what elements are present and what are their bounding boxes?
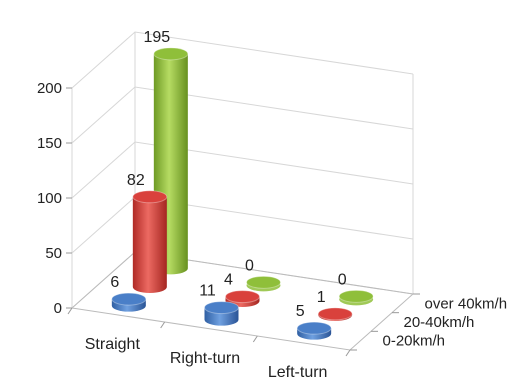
- category-label: Right-turn: [170, 350, 240, 367]
- category-labels: Straight Right-turn Left-turn: [85, 336, 328, 381]
- bar-over 40km/h-Right-turn: [246, 275, 281, 292]
- y-axis-ticks: 0 50 100 150 200: [37, 80, 62, 317]
- series-label: over 40km/h: [425, 295, 508, 312]
- gridline: [71, 196, 414, 254]
- bar-top: [204, 301, 239, 315]
- data-label: 5: [296, 303, 305, 320]
- series-label: 20-40km/h: [404, 314, 475, 331]
- gridline: [71, 86, 414, 144]
- bar-top: [338, 289, 374, 303]
- series-label: 0-20km/h: [383, 333, 446, 350]
- chart-bars: [111, 47, 374, 340]
- bar-20-40km/h-Straight: [132, 190, 168, 293]
- y-tick-label: 50: [45, 245, 62, 262]
- y-tick-label: 150: [37, 135, 62, 152]
- chart-walls: [66, 31, 420, 357]
- data-label: 195: [143, 29, 170, 46]
- bar-0-20km/h-Right-turn: [204, 301, 239, 326]
- category-tick: [345, 349, 351, 357]
- data-label: 1: [317, 289, 326, 306]
- gridline: [71, 31, 414, 89]
- category-tick: [252, 335, 258, 343]
- bar-top: [317, 307, 353, 321]
- data-label: 11: [199, 283, 216, 300]
- data-label: 6: [110, 274, 119, 291]
- category-tick: [67, 307, 73, 315]
- category-label: Left-turn: [268, 364, 328, 380]
- y-tick-label: 100: [37, 190, 62, 207]
- data-label: 4: [224, 272, 233, 289]
- data-labels: 195 0 0 82 4 1 6 11 5: [110, 29, 346, 320]
- data-label: 82: [127, 172, 145, 189]
- series-labels: 0-20km/h 20-40km/h over 40km/h: [383, 295, 508, 349]
- category-label: Straight: [85, 336, 141, 353]
- bar-top: [111, 292, 147, 306]
- bar-over 40km/h-Left-turn: [338, 289, 374, 306]
- bar-top: [246, 275, 281, 289]
- y-tick-label: 0: [54, 300, 62, 317]
- bar-top: [132, 190, 168, 204]
- bar-top: [225, 290, 260, 304]
- bar-top: [296, 321, 332, 335]
- bar-20-40km/h-Left-turn: [317, 307, 353, 321]
- data-label: 0: [245, 257, 254, 274]
- y-tick-label: 200: [37, 80, 62, 97]
- bar-top: [153, 47, 189, 61]
- bar-0-20km/h-Left-turn: [296, 321, 332, 340]
- gridline: [71, 141, 414, 199]
- bar-0-20km/h-Straight: [111, 292, 147, 312]
- category-tick: [160, 321, 166, 329]
- data-label: 0: [338, 271, 347, 288]
- bar-body: [132, 196, 167, 293]
